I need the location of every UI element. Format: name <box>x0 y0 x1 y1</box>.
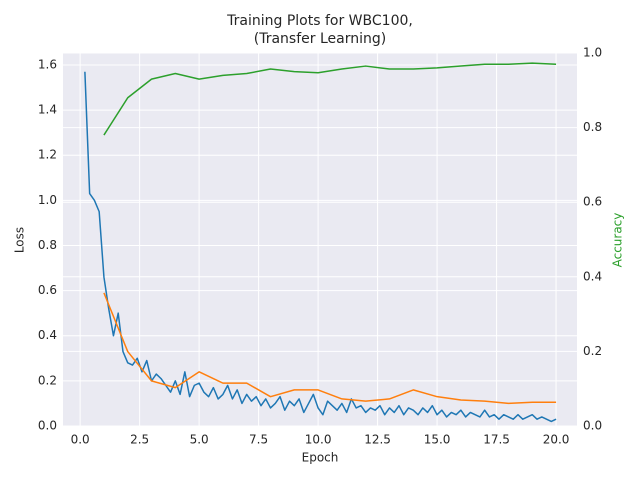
y-tick-label: 0.2 <box>38 373 57 387</box>
x-tick-label: 15.0 <box>424 433 451 447</box>
chart-title: (Transfer Learning) <box>254 31 386 47</box>
y-tick-label: 0.6 <box>38 283 57 297</box>
y-axis-label: Loss <box>13 227 27 253</box>
plot-area <box>63 53 577 426</box>
x-tick-label: 7.5 <box>249 433 268 447</box>
series-line <box>103 62 557 136</box>
y-tick-label: 1.6 <box>38 57 57 71</box>
x-tick-label: 2.5 <box>130 433 149 447</box>
x-tick-label: 10.0 <box>305 433 332 447</box>
x-tick-label: 17.5 <box>483 433 510 447</box>
x-tick-label: 5.0 <box>190 433 209 447</box>
series-line <box>103 292 557 405</box>
y-tick-label: 1.4 <box>38 103 57 117</box>
y2-tick-label: 0.4 <box>583 269 602 283</box>
y2-tick-label: 0.2 <box>583 344 602 358</box>
x-tick-label: 12.5 <box>364 433 391 447</box>
y-tick-label: 0.4 <box>38 328 57 342</box>
chart-title: Training Plots for WBC100, <box>226 13 413 29</box>
y2-axis-label: Accuracy <box>611 213 625 268</box>
y2-tick-label: 0.0 <box>583 419 602 433</box>
y-tick-label: 0.8 <box>38 238 57 252</box>
y2-tick-label: 0.8 <box>583 120 602 134</box>
y-tick-label: 1.0 <box>38 193 57 207</box>
x-tick-label: 0.0 <box>71 433 90 447</box>
x-axis-label: Epoch <box>302 451 339 465</box>
y2-tick-label: 1.0 <box>583 46 602 60</box>
y-tick-label: 1.2 <box>38 148 57 162</box>
x-tick-label: 20.0 <box>543 433 570 447</box>
y2-tick-label: 0.6 <box>583 195 602 209</box>
series-line <box>84 71 557 423</box>
y-tick-label: 0.0 <box>38 419 57 433</box>
